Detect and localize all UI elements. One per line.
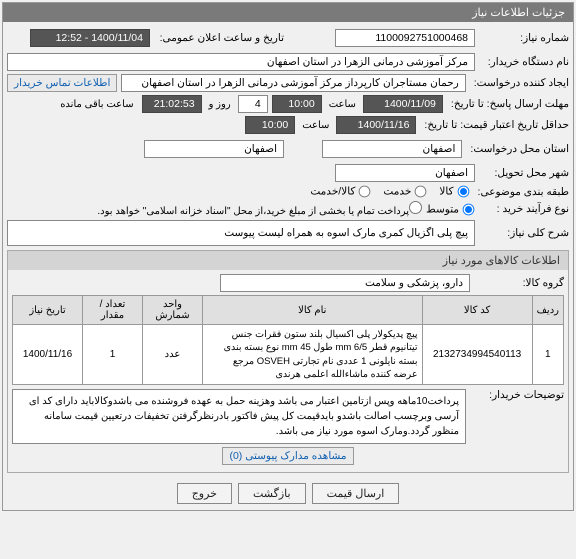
label-request-no: شماره نیاز:	[479, 32, 569, 44]
details-panel: جزئیات اطلاعات نیاز شماره نیاز: 11000927…	[2, 2, 574, 511]
value-item-group: دارو، پزشکی و سلامت	[220, 274, 470, 292]
items-header: اطلاعات کالاهای مورد نیاز	[8, 251, 568, 270]
value-buyer-device: مرکز آموزشی درمانی الزهرا در استان اصفها…	[7, 53, 475, 71]
value-request-creator: رحمان مستاجران کارپرداز مرکز آموزشی درما…	[121, 74, 465, 92]
value-credit-date: 1400/11/16	[336, 116, 416, 134]
button-bar: ارسال قیمت بازگشت خروج	[7, 477, 569, 506]
value-deadline-date: 1400/11/09	[363, 95, 443, 113]
cell-name: پیچ پدیکولار پلی اکسیال بلند ستون فقرات …	[203, 325, 423, 385]
value-credit-time: 10:00	[245, 116, 295, 134]
purchase-type-radios: متوسط	[426, 203, 475, 216]
cell-qty: 1	[83, 325, 143, 385]
radio-goods[interactable]: کالا	[439, 185, 469, 198]
th-qty: تعداد / مقدار	[83, 296, 143, 325]
panel-title: جزئیات اطلاعات نیاز	[3, 3, 573, 22]
label-remaining: ساعت باقی مانده	[56, 99, 137, 110]
label-item-group: گروه کالا:	[474, 277, 564, 289]
attachments-button[interactable]: مشاهده مدارک پیوستی (0)	[222, 447, 353, 465]
th-code: کد کالا	[422, 296, 532, 325]
cell-code: 2132734994540113	[422, 325, 532, 385]
value-summary: پیچ پلی اگزیال کمری مارک اسوه به همراه ل…	[7, 220, 475, 246]
value-deadline-time: 10:00	[272, 95, 322, 113]
category-radios: کالا خدمت کالا/خدمت	[310, 185, 469, 198]
table-row[interactable]: 1 2132734994540113 پیچ پدیکولار پلی اکسی…	[13, 325, 564, 385]
value-city: اصفهان	[144, 140, 284, 158]
label-summary: شرح کلی نیاز:	[479, 227, 569, 239]
label-time1: ساعت	[326, 99, 359, 110]
label-buyer-device: نام دستگاه خریدار:	[479, 56, 569, 68]
radio-pay-note[interactable]: پرداخت تمام یا بخشی از مبلغ خرید،از محل …	[7, 201, 422, 217]
label-place-request: استان محل درخواست:	[466, 143, 569, 155]
radio-service[interactable]: خدمت	[383, 185, 427, 198]
label-credit: حداقل تاریخ اعتبار قیمت: تا تاریخ:	[420, 119, 569, 131]
radio-goods-service[interactable]: کالا/خدمت	[310, 185, 371, 198]
label-category: طبقه بندی موضوعی:	[474, 186, 569, 198]
items-table: ردیف کد کالا نام کالا واحد شمارش تعداد /…	[12, 295, 564, 385]
th-need: تاریخ نیاز	[13, 296, 83, 325]
label-dayand: روز و	[206, 99, 234, 110]
value-pub-datetime: 1400/11/04 - 12:52	[30, 29, 150, 47]
exit-button[interactable]: خروج	[177, 483, 232, 504]
value-buyer-desc: پرداخت10ماهه وپس ازتامین اعتبار می باشد …	[12, 389, 466, 444]
send-price-button[interactable]: ارسال قیمت	[312, 483, 400, 504]
label-purchase-type: نوع فرآیند خرید :	[479, 203, 569, 215]
items-section: اطلاعات کالاهای مورد نیاز گروه کالا: دار…	[7, 250, 569, 473]
value-province2: اصفهان	[335, 164, 475, 182]
contact-info-button[interactable]: اطلاعات تماس خریدار	[7, 74, 117, 92]
value-province1: اصفهان	[322, 140, 462, 158]
cell-row: 1	[532, 325, 563, 385]
label-place-deliver: شهر محل تحویل:	[479, 167, 569, 179]
th-row: ردیف	[532, 296, 563, 325]
cell-need: 1400/11/16	[13, 325, 83, 385]
th-name: نام کالا	[203, 296, 423, 325]
label-buyer-desc: توضیحات خریدار:	[474, 389, 564, 401]
radio-mid[interactable]: متوسط	[426, 203, 475, 216]
value-days: 4	[238, 95, 268, 113]
back-button[interactable]: بازگشت	[238, 483, 306, 504]
value-request-no: 1100092751000468	[335, 29, 475, 47]
th-unit: واحد شمارش	[143, 296, 203, 325]
cell-unit: عدد	[143, 325, 203, 385]
label-pub-datetime: تاریخ و ساعت اعلان عمومی:	[154, 32, 284, 44]
label-request-creator: ایجاد کننده درخواست:	[470, 77, 569, 89]
label-deadline: مهلت ارسال پاسخ: تا تاریخ:	[447, 98, 569, 110]
value-hms: 21:02:53	[142, 95, 202, 113]
label-time2: ساعت	[299, 120, 332, 131]
